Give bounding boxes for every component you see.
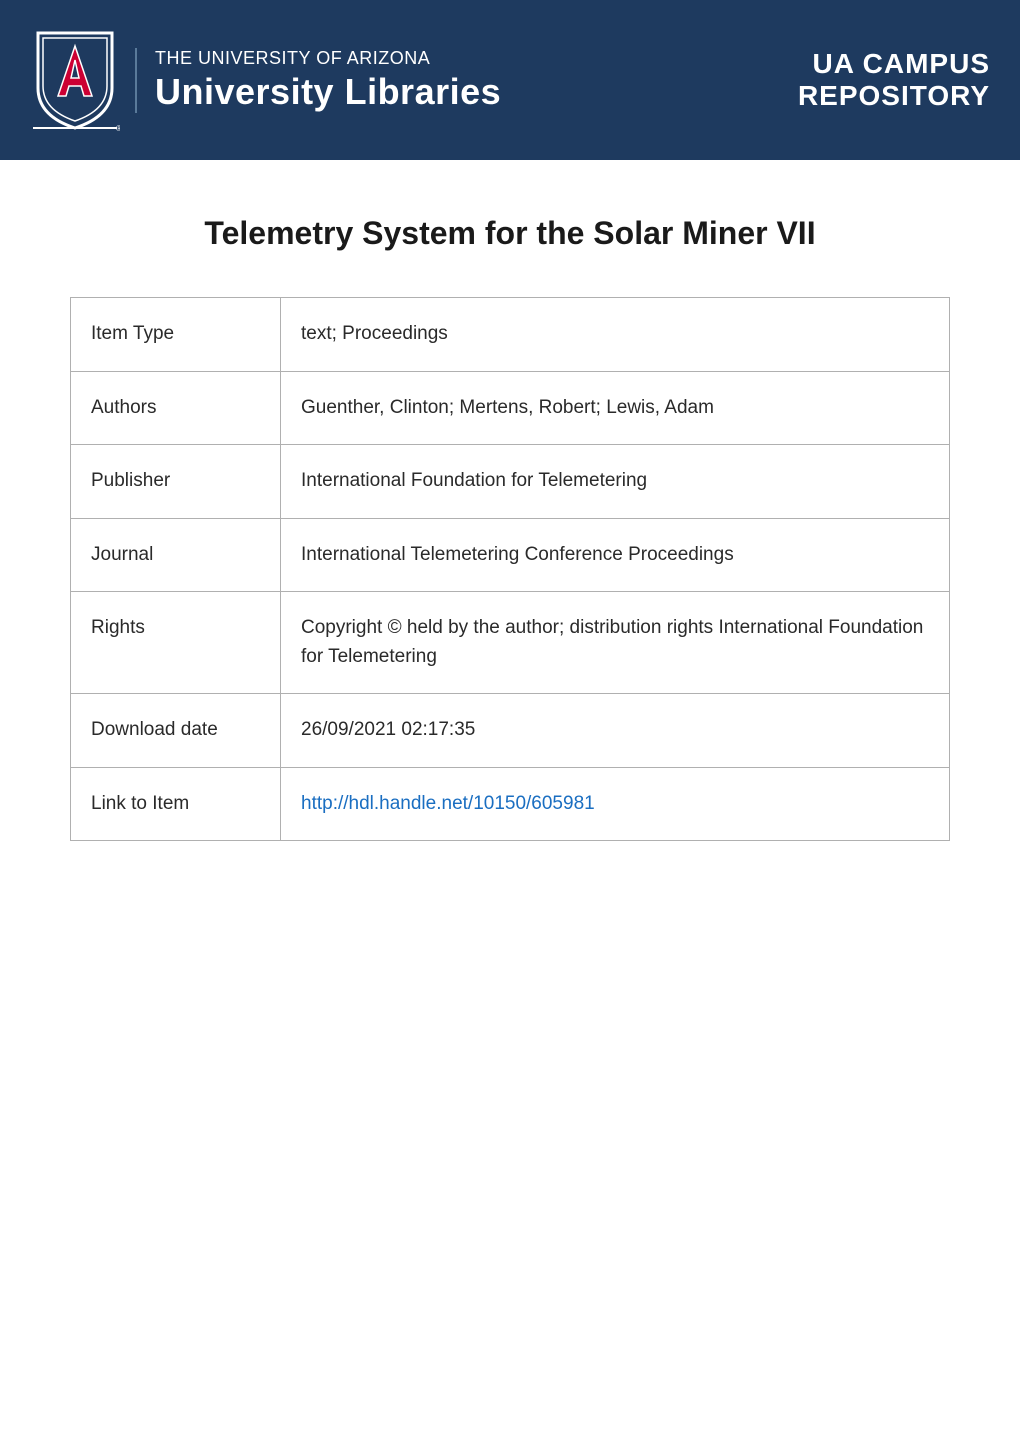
table-row: Link to Item http://hdl.handle.net/10150… <box>71 767 950 841</box>
header-right-group: UA CAMPUS REPOSITORY <box>798 48 990 112</box>
metadata-label: Journal <box>71 518 281 592</box>
metadata-label: Item Type <box>71 298 281 372</box>
item-link[interactable]: http://hdl.handle.net/10150/605981 <box>301 793 595 814</box>
table-row: Download date 26/09/2021 02:17:35 <box>71 694 950 768</box>
table-row: Journal International Telemetering Confe… <box>71 518 950 592</box>
metadata-table: Item Type text; Proceedings Authors Guen… <box>70 297 950 841</box>
table-row: Authors Guenther, Clinton; Mertens, Robe… <box>71 371 950 445</box>
metadata-label: Publisher <box>71 445 281 519</box>
metadata-label: Download date <box>71 694 281 768</box>
header-banner: ® THE UNIVERSITY OF ARIZONA University L… <box>0 0 1020 160</box>
svg-text:®: ® <box>116 124 120 133</box>
metadata-value: International Telemetering Conference Pr… <box>281 518 950 592</box>
header-title: University Libraries <box>155 71 501 113</box>
metadata-value: Copyright © held by the author; distribu… <box>281 592 950 694</box>
metadata-value: 26/09/2021 02:17:35 <box>281 694 950 768</box>
metadata-label: Rights <box>71 592 281 694</box>
metadata-value: Guenther, Clinton; Mertens, Robert; Lewi… <box>281 371 950 445</box>
table-row: Rights Copyright © held by the author; d… <box>71 592 950 694</box>
metadata-label: Authors <box>71 371 281 445</box>
table-row: Publisher International Foundation for T… <box>71 445 950 519</box>
document-title: Telemetry System for the Solar Miner VII <box>0 215 1020 252</box>
header-text-group: THE UNIVERSITY OF ARIZONA University Lib… <box>135 48 501 113</box>
metadata-label: Link to Item <box>71 767 281 841</box>
ua-logo: ® <box>30 28 120 133</box>
table-row: Item Type text; Proceedings <box>71 298 950 372</box>
campus-repo-line2: REPOSITORY <box>798 80 990 112</box>
metadata-value: text; Proceedings <box>281 298 950 372</box>
header-left-group: ® THE UNIVERSITY OF ARIZONA University L… <box>30 28 501 133</box>
ua-shield-icon: ® <box>30 28 120 133</box>
campus-repo-line1: UA CAMPUS <box>798 48 990 80</box>
header-subtitle: THE UNIVERSITY OF ARIZONA <box>155 48 501 69</box>
metadata-value: http://hdl.handle.net/10150/605981 <box>281 767 950 841</box>
metadata-value: International Foundation for Telemeterin… <box>281 445 950 519</box>
